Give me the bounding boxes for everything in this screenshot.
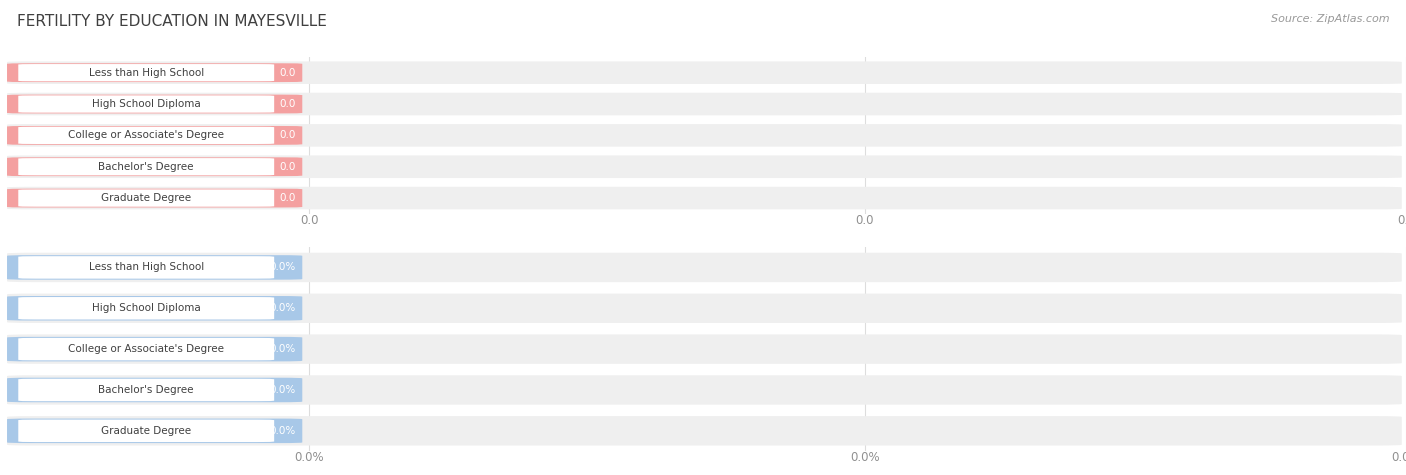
Text: 0.0: 0.0 [1396, 214, 1406, 227]
Text: High School Diploma: High School Diploma [91, 303, 201, 314]
FancyBboxPatch shape [7, 334, 1402, 364]
FancyBboxPatch shape [7, 61, 1402, 84]
FancyBboxPatch shape [7, 189, 302, 208]
Text: Graduate Degree: Graduate Degree [101, 193, 191, 203]
FancyBboxPatch shape [7, 126, 302, 145]
Text: High School Diploma: High School Diploma [91, 99, 201, 109]
FancyBboxPatch shape [7, 124, 1402, 147]
Text: 0.0%: 0.0% [294, 451, 325, 464]
Text: 0.0%: 0.0% [269, 426, 295, 436]
FancyBboxPatch shape [7, 294, 1402, 323]
Text: Less than High School: Less than High School [89, 262, 204, 273]
FancyBboxPatch shape [18, 158, 274, 175]
Text: 0.0: 0.0 [299, 214, 319, 227]
FancyBboxPatch shape [18, 95, 274, 113]
Text: Bachelor's Degree: Bachelor's Degree [98, 162, 194, 172]
FancyBboxPatch shape [18, 256, 274, 279]
FancyBboxPatch shape [18, 64, 274, 81]
Text: College or Associate's Degree: College or Associate's Degree [69, 344, 224, 354]
FancyBboxPatch shape [18, 127, 274, 144]
Text: FERTILITY BY EDUCATION IN MAYESVILLE: FERTILITY BY EDUCATION IN MAYESVILLE [17, 14, 326, 29]
FancyBboxPatch shape [7, 93, 1402, 115]
FancyBboxPatch shape [18, 419, 274, 442]
Text: 0.0: 0.0 [278, 130, 295, 141]
Text: 0.0%: 0.0% [849, 451, 880, 464]
Text: 0.0%: 0.0% [269, 385, 295, 395]
FancyBboxPatch shape [7, 187, 1402, 209]
FancyBboxPatch shape [18, 379, 274, 401]
Text: 0.0: 0.0 [278, 193, 295, 203]
Text: Less than High School: Less than High School [89, 67, 204, 78]
FancyBboxPatch shape [7, 95, 302, 114]
Text: 0.0%: 0.0% [269, 303, 295, 314]
FancyBboxPatch shape [7, 375, 1402, 405]
FancyBboxPatch shape [7, 337, 302, 361]
FancyBboxPatch shape [18, 190, 274, 207]
Text: 0.0: 0.0 [278, 99, 295, 109]
Text: 0.0%: 0.0% [269, 344, 295, 354]
Text: Bachelor's Degree: Bachelor's Degree [98, 385, 194, 395]
Text: Graduate Degree: Graduate Degree [101, 426, 191, 436]
FancyBboxPatch shape [7, 416, 1402, 446]
FancyBboxPatch shape [7, 155, 1402, 178]
FancyBboxPatch shape [7, 378, 302, 402]
Text: 0.0%: 0.0% [1391, 451, 1406, 464]
Text: 0.0: 0.0 [278, 162, 295, 172]
FancyBboxPatch shape [18, 297, 274, 320]
FancyBboxPatch shape [7, 418, 302, 443]
FancyBboxPatch shape [7, 63, 302, 82]
Text: Source: ZipAtlas.com: Source: ZipAtlas.com [1271, 14, 1389, 24]
FancyBboxPatch shape [7, 157, 302, 176]
FancyBboxPatch shape [7, 253, 1402, 282]
Text: 0.0%: 0.0% [269, 262, 295, 273]
FancyBboxPatch shape [7, 296, 302, 321]
FancyBboxPatch shape [7, 255, 302, 280]
Text: 0.0: 0.0 [855, 214, 875, 227]
FancyBboxPatch shape [18, 338, 274, 361]
Text: College or Associate's Degree: College or Associate's Degree [69, 130, 224, 141]
Text: 0.0: 0.0 [278, 67, 295, 78]
